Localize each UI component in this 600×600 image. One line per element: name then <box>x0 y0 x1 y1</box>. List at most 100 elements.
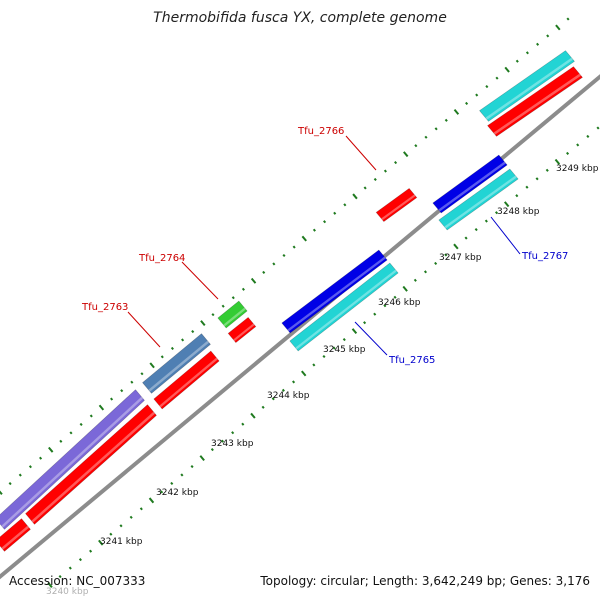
upper-tick-dot <box>221 304 225 308</box>
gene-label-tfu-2765[interactable]: Tfu_2765 <box>388 355 435 366</box>
accession-text: Accession: NC_007333 <box>9 574 146 588</box>
lower-tick-dot <box>109 532 113 536</box>
upper-tick-dot <box>241 287 245 291</box>
tick-label: 3249 kbp <box>556 164 599 174</box>
gene-label-tfu-2766[interactable]: Tfu_2766 <box>297 126 344 137</box>
upper-tick-dot <box>515 59 519 63</box>
upper-tick-dot <box>343 203 347 207</box>
lower-tick-dot <box>119 524 123 528</box>
kbp-tick-labels: 3240 kbp 3241 kbp 3242 kbp 3243 kbp 3244 kbp… <box>46 164 599 597</box>
lower-tick-dot <box>554 158 561 165</box>
gene-bar-tfu-2767-outer-shine <box>438 161 506 212</box>
gene-label-tfu-2764[interactable]: Tfu_2764 <box>138 253 185 264</box>
lower-tick-dot <box>271 397 275 401</box>
upper-tick-dot <box>160 355 164 359</box>
tick-label: 3244 kbp <box>267 391 310 401</box>
lower-tick-dot <box>342 338 346 342</box>
upper-tick-dot <box>525 51 529 55</box>
tick-label: 3248 kbp <box>497 207 540 217</box>
callout-leader-line <box>354 321 388 356</box>
gene-bar-red-d-shine <box>233 323 255 342</box>
gene-bar-tfu-2763 <box>142 333 211 394</box>
upper-tick-dot <box>98 404 105 411</box>
lower-tick-dot <box>444 253 448 257</box>
upper-tick-dot <box>282 253 286 258</box>
upper-tick-dot <box>434 127 438 131</box>
lower-tick-dot <box>322 354 326 359</box>
gene-bar-cyan-top <box>479 50 575 122</box>
upper-tick-dot <box>140 372 144 376</box>
lower-tick-dot <box>515 194 519 198</box>
upper-tick-dot <box>312 228 316 232</box>
tick-label: 3243 kbp <box>211 439 254 449</box>
gene-bar-tfu-2766 <box>375 187 418 223</box>
gene-features <box>0 50 583 552</box>
gene-bar-red-top <box>487 66 583 137</box>
upper-tick-dot <box>110 397 114 401</box>
tick-label: 3247 kbp <box>439 253 482 263</box>
upper-tick-dot <box>191 329 195 334</box>
gene-bar-tfu-2765-shine <box>295 269 397 350</box>
upper-tick-dot <box>262 270 266 274</box>
gene-bar-tfu-2763-shine <box>148 340 210 392</box>
lower-tick-dot <box>170 481 174 486</box>
lower-tick-dot <box>535 177 539 181</box>
lower-tick-dot <box>68 566 72 570</box>
upper-tick-dot <box>170 346 174 350</box>
gene-label-tfu-2767[interactable]: Tfu_2767 <box>521 251 568 262</box>
lower-tick-dot <box>58 574 62 579</box>
callout-leader-line <box>127 311 161 348</box>
upper-tick-dot <box>59 439 63 443</box>
upper-tick-dot <box>39 456 43 460</box>
genome-backbone <box>0 74 600 580</box>
upper-tick-dot <box>250 277 257 284</box>
lower-tick-dot <box>261 405 265 409</box>
upper-tick-dot <box>566 17 570 21</box>
gene-bar-blue-a <box>281 249 388 334</box>
lower-tick-dot <box>363 321 367 325</box>
callout-leader-line <box>345 135 377 171</box>
upper-tick-dot <box>8 481 12 486</box>
lower-tick-dot <box>464 236 468 240</box>
upper-tick-dot <box>48 446 54 453</box>
lower-tick-dot <box>47 582 53 588</box>
lower-tick-dot <box>453 243 459 250</box>
upper-tick-dot <box>272 262 276 266</box>
lower-tick-dot <box>596 126 600 130</box>
upper-tick-dot <box>200 320 206 327</box>
gene-bar-cyan-top-shine <box>485 57 573 120</box>
upper-tick-row <box>0 17 570 495</box>
upper-tick-dot <box>211 313 215 317</box>
gene-label-tfu-2763[interactable]: Tfu_2763 <box>81 302 128 313</box>
lower-tick-dot <box>503 201 510 208</box>
gene-bar-purple <box>0 389 145 530</box>
lower-tick-dot <box>566 151 570 155</box>
lower-tick-dot <box>231 431 235 435</box>
upper-tick-dot <box>28 465 32 469</box>
upper-tick-dot <box>0 490 3 495</box>
lower-tick-dot <box>78 558 82 562</box>
tick-label: 3246 kbp <box>378 298 421 308</box>
upper-tick-dot <box>403 151 409 158</box>
lower-tick-dot <box>160 490 164 494</box>
lower-tick-dot <box>312 363 316 367</box>
upper-tick-dot <box>485 85 489 89</box>
lower-tick-dot <box>423 270 428 274</box>
upper-tick-dot <box>352 193 358 200</box>
upper-tick-dot <box>444 118 448 122</box>
lower-tick-dot <box>180 473 184 477</box>
upper-tick-dot <box>69 431 73 435</box>
upper-tick-dot <box>120 389 124 393</box>
lower-tick-dot <box>241 422 245 426</box>
upper-tick-dot <box>536 42 540 46</box>
map-title: Thermobifida fusca YX, complete genome <box>153 10 447 26</box>
upper-tick-dot <box>546 34 550 38</box>
gene-bar-purple-shine <box>1 396 144 528</box>
lower-tick-dot <box>129 515 133 519</box>
gene-bar-red-c <box>153 350 220 410</box>
tick-label: 3245 kbp <box>323 345 366 355</box>
upper-tick-dot <box>89 414 93 418</box>
gene-bar-red-b-shine <box>31 411 156 523</box>
callout-leader-line <box>490 216 521 255</box>
